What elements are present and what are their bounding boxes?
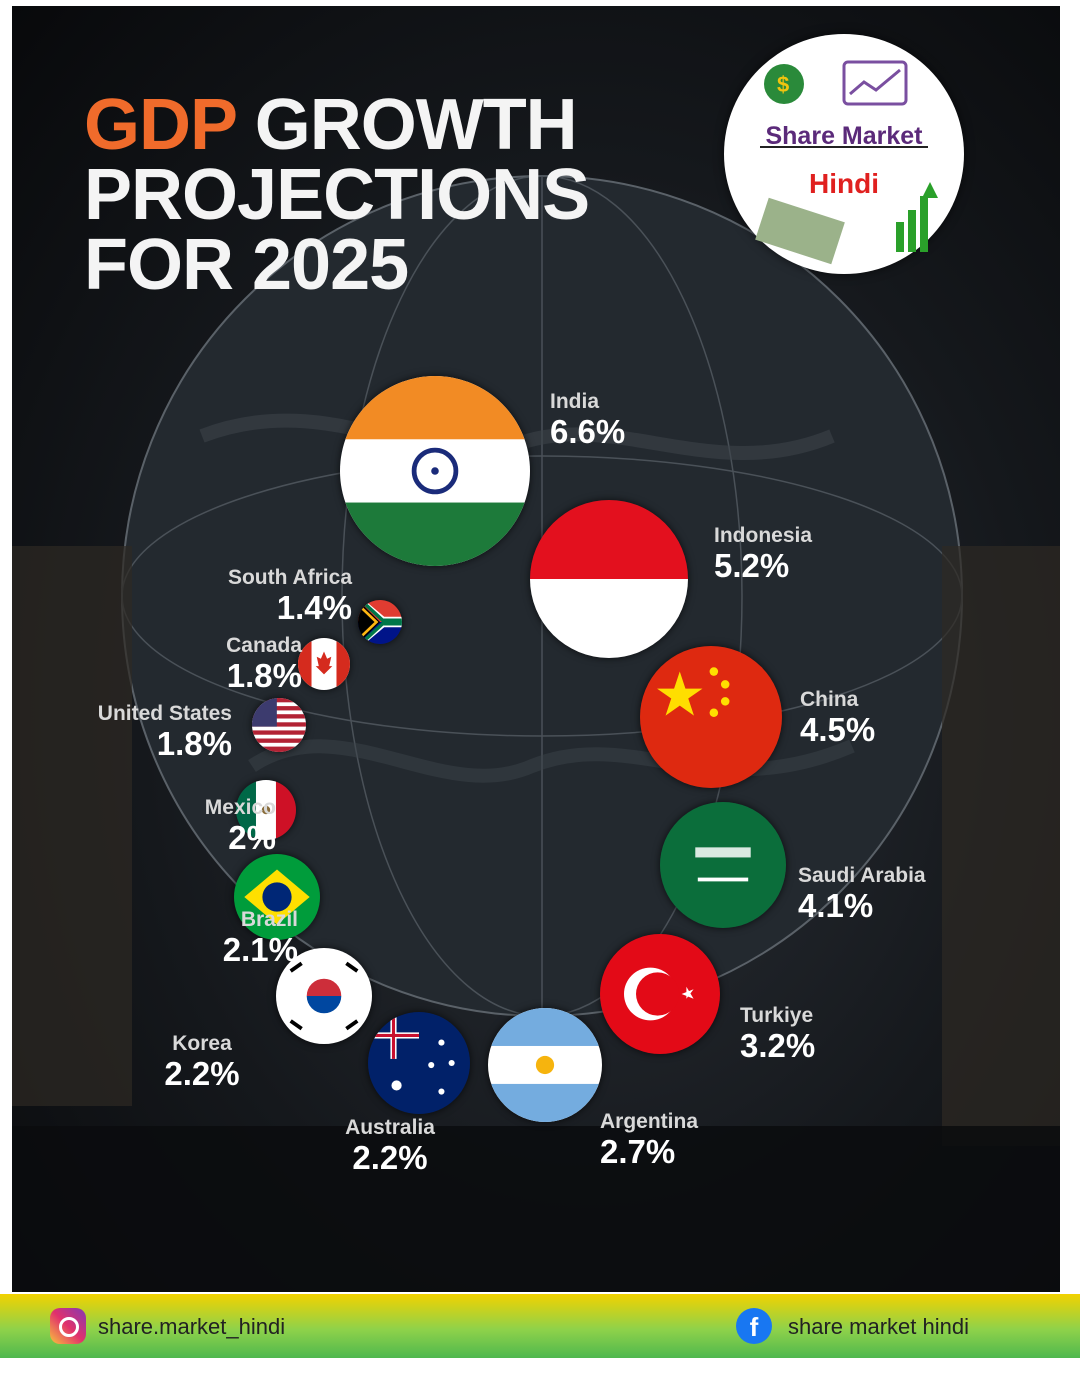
country-name: Argentina (600, 1110, 699, 1133)
growth-value: 2.7% (600, 1133, 676, 1170)
flag-canada (298, 638, 350, 690)
country-name: South Africa (227, 566, 352, 589)
flag-mexico (236, 780, 296, 840)
flag-india (340, 376, 530, 566)
logo-graphic: $ (755, 60, 938, 265)
label-india: India 6.6% (550, 390, 625, 450)
country-name: Australia (345, 1116, 435, 1139)
title-line1: GROWTH (235, 85, 578, 165)
country-name: Brazil (240, 908, 298, 931)
label-australia: Australia 2.2% (310, 1116, 470, 1176)
growth-value: 3.2% (740, 1027, 816, 1064)
flag-korea (276, 948, 372, 1044)
label-canada: Canada 1.8% (112, 634, 302, 694)
title-accent: GDP (84, 85, 237, 165)
growth-value: 2.1% (222, 931, 298, 968)
facebook-handle[interactable]: share market hindi (788, 1314, 969, 1339)
instagram-icon[interactable] (50, 1308, 86, 1344)
label-china: China 4.5% (800, 688, 875, 748)
country-name: Canada (226, 634, 302, 657)
label-argentina: Argentina 2.7% (600, 1110, 698, 1170)
growth-value: 4.5% (800, 711, 876, 748)
label-mexico: Mexico 2% (86, 796, 276, 856)
country-name: Korea (172, 1032, 232, 1055)
flag-united-states (252, 698, 306, 752)
flag-south-africa (358, 600, 402, 644)
facebook-icon[interactable]: f (736, 1308, 772, 1344)
flag-australia (368, 1012, 470, 1114)
page-title: GDP GROWTH (84, 89, 578, 161)
logo-line2: Hindi (809, 168, 879, 199)
label-indonesia: Indonesia 5.2% (714, 524, 812, 584)
country-name: China (800, 688, 859, 711)
growth-value: 5.2% (714, 547, 790, 584)
label-turkiye: Turkiye 3.2% (740, 1004, 815, 1064)
infographic-poster: GDP GROWTH PROJECTIONS FOR 2025 $ Share … (12, 6, 1060, 1292)
instagram-handle[interactable]: share.market_hindi (98, 1314, 286, 1339)
growth-value: 4.1% (798, 887, 874, 924)
country-name: Turkiye (740, 1004, 814, 1027)
growth-value: 1.8% (226, 657, 302, 694)
flag-indonesia (530, 500, 688, 658)
flag-china (640, 646, 782, 788)
growth-value: 6.6% (550, 413, 626, 450)
country-name: Saudi Arabia (798, 864, 926, 887)
growth-value: 2.2% (164, 1055, 240, 1092)
country-name: India (550, 390, 600, 413)
flag-brazil (234, 854, 320, 940)
logo-line1: Share Market (765, 122, 923, 150)
footer-bar: share.market_hindi f share market hindi (0, 1294, 1080, 1358)
label-korea: Korea 2.2% (122, 1032, 282, 1092)
flag-turkiye (600, 934, 720, 1054)
label-brazil: Brazil 2.1% (108, 908, 298, 968)
country-name: Mexico (204, 796, 276, 819)
growth-value: 2% (228, 819, 276, 856)
country-name: Indonesia (714, 524, 813, 547)
svg-text:$: $ (777, 72, 789, 97)
brand-logo: $ Share Market Hindi (724, 34, 964, 274)
title-line2: PROJECTIONS (84, 155, 590, 235)
label-south-africa: South Africa 1.4% (162, 566, 352, 626)
country-name: United States (97, 702, 232, 725)
growth-value: 1.8% (156, 725, 232, 762)
flag-argentina (488, 1008, 602, 1122)
flag-saudi-arabia (660, 802, 786, 928)
growth-value: 1.4% (276, 589, 352, 626)
label-united-states: United States 1.8% (42, 702, 232, 762)
globe-background (12, 175, 1060, 1292)
title-line3: FOR 2025 (84, 225, 409, 305)
growth-value: 2.2% (352, 1139, 428, 1176)
label-saudi-arabia: Saudi Arabia 4.1% (798, 864, 926, 924)
